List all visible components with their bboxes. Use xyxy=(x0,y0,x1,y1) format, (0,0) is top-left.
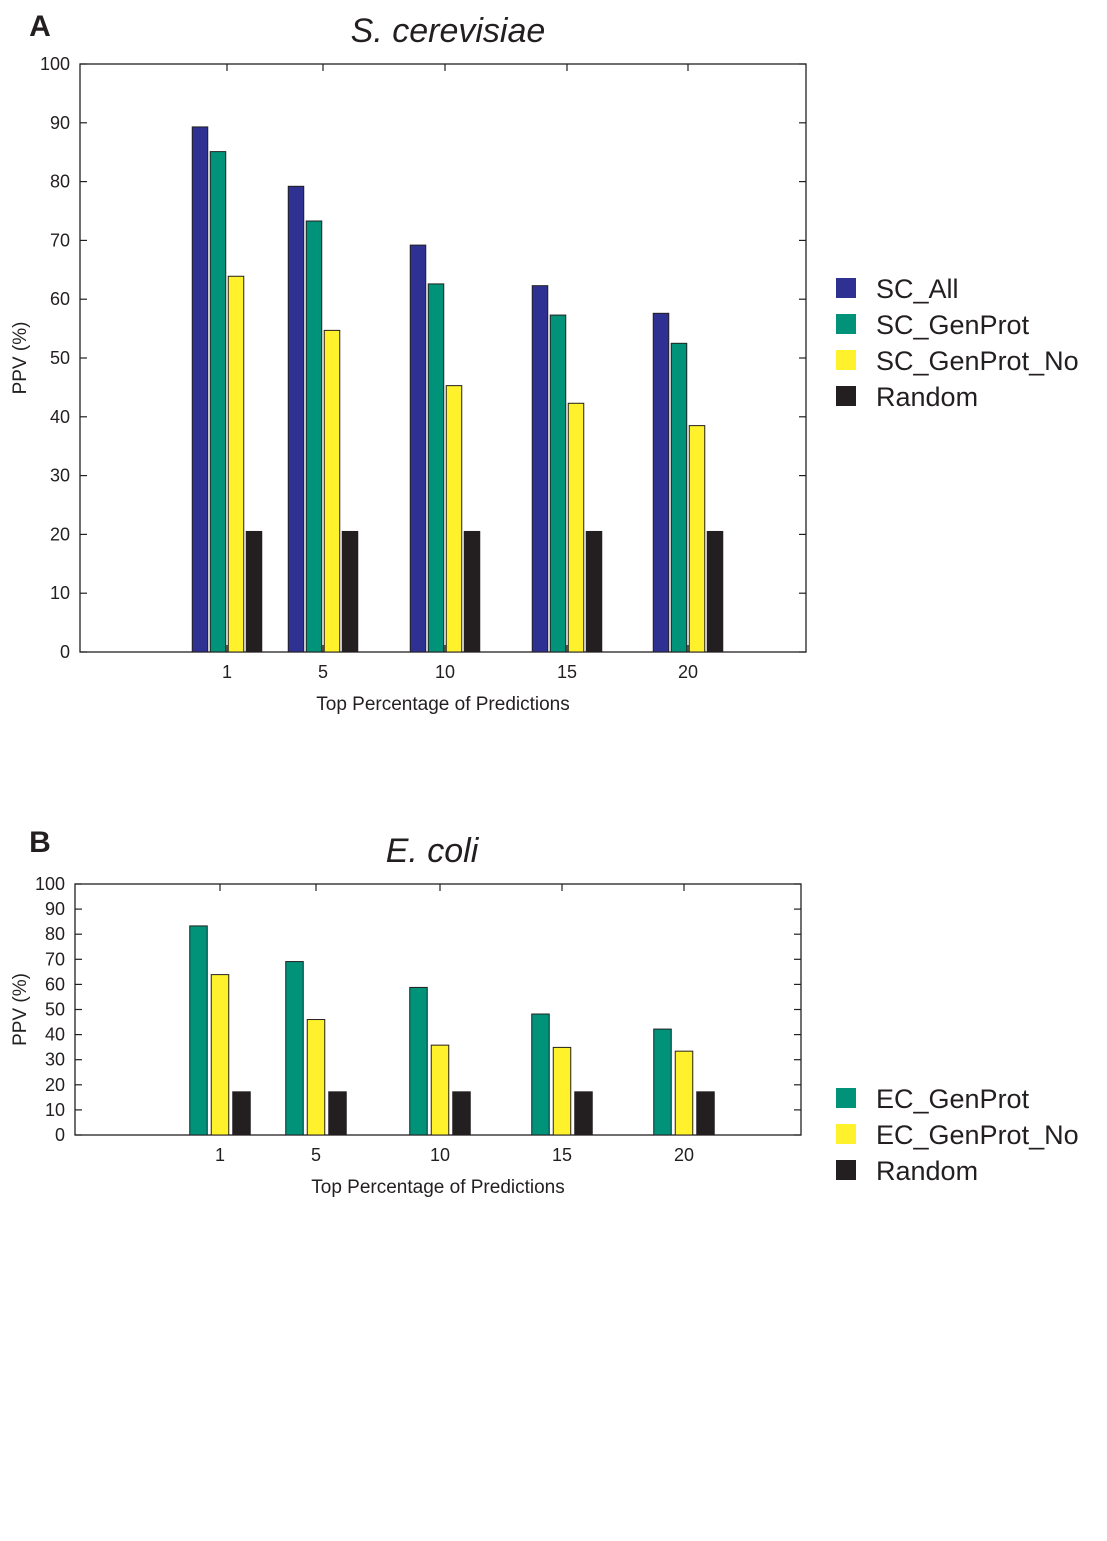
legend: SC_All SC_GenProt SC_GenProt_No Random xyxy=(836,274,1079,412)
bar-ec-genprot xyxy=(285,961,304,1136)
legend-swatch xyxy=(836,350,856,370)
bar-sc-genprot-no xyxy=(227,275,245,653)
y-tick-label: 20 xyxy=(45,1075,65,1095)
bar-sc-all xyxy=(287,185,305,653)
y-tick-label: 60 xyxy=(50,289,70,309)
legend-label: Random xyxy=(876,1156,978,1186)
bar-ec-genprot xyxy=(409,986,428,1136)
legend-label: EC_GenProt xyxy=(876,1084,1030,1114)
y-tick-label: 0 xyxy=(55,1125,65,1145)
y-tick-label: 100 xyxy=(35,874,65,894)
y-tick-label: 10 xyxy=(50,583,70,603)
y-tick-label: 30 xyxy=(45,1050,65,1070)
bar-random xyxy=(696,1091,715,1136)
bar-ec-genprot xyxy=(653,1028,672,1136)
bar-random xyxy=(452,1091,471,1136)
legend-label: SC_GenProt_No xyxy=(876,346,1079,376)
bar-sc-genprot xyxy=(549,314,567,653)
x-tick-label: 5 xyxy=(311,1145,321,1165)
y-tick-label: 70 xyxy=(45,949,65,969)
legend-swatch xyxy=(836,314,856,334)
y-axis-label: PPV (%) xyxy=(10,973,31,1046)
chart-title: S. cerevisiae xyxy=(351,12,546,50)
legend-label: SC_GenProt xyxy=(876,310,1030,340)
legend-swatch xyxy=(836,1124,856,1144)
y-tick-label: 40 xyxy=(50,407,70,427)
y-tick-label: 90 xyxy=(45,899,65,919)
y-axis-label: PPV (%) xyxy=(10,322,31,395)
bar-random xyxy=(328,1091,347,1136)
bar-sc-all xyxy=(531,285,549,653)
y-tick-label: 100 xyxy=(40,54,70,74)
x-tick-label: 20 xyxy=(674,1145,694,1165)
bar-sc-genprot xyxy=(209,151,227,653)
y-tick-label: 30 xyxy=(50,466,70,486)
x-tick-label: 20 xyxy=(678,662,698,682)
bar-sc-genprot-no xyxy=(567,402,585,653)
bar-ec-genprot xyxy=(531,1013,550,1136)
chart-panel-a: A S. cerevisiae 0 10 20 30 40 50 60 70 80 90 100 1 5 10… xyxy=(0,0,1107,760)
bar-sc-genprot-no xyxy=(688,425,706,653)
panel-letter: A xyxy=(29,10,51,43)
y-tick-label: 50 xyxy=(50,348,70,368)
x-tick-label: 15 xyxy=(557,662,577,682)
chart-title: E. coli xyxy=(386,832,480,870)
x-tick-label: 5 xyxy=(318,662,328,682)
bar-random xyxy=(245,530,263,653)
bar-ec-genprot-no xyxy=(306,1019,326,1136)
legend-label: Random xyxy=(876,382,978,412)
bar-ec-genprot-no xyxy=(210,974,230,1136)
y-tick-label: 90 xyxy=(50,113,70,133)
x-axis-label: Top Percentage of Predictions xyxy=(311,1177,565,1198)
bar-sc-genprot xyxy=(670,342,688,653)
panel-letter: B xyxy=(29,826,51,859)
legend-swatch xyxy=(836,386,856,406)
bar-sc-genprot-no xyxy=(445,385,463,653)
y-tick-label: 20 xyxy=(50,524,70,544)
legend-label: SC_All xyxy=(876,274,959,304)
bar-random xyxy=(574,1091,593,1136)
legend-label: EC_GenProt_No xyxy=(876,1120,1079,1150)
x-tick-label: 1 xyxy=(215,1145,225,1165)
legend-swatch xyxy=(836,1160,856,1180)
x-axis-label: Top Percentage of Predictions xyxy=(316,694,570,715)
bar-sc-all xyxy=(652,312,670,653)
bar-sc-genprot xyxy=(305,220,323,653)
bar-sc-all xyxy=(191,126,209,653)
legend-swatch xyxy=(836,278,856,298)
bar-sc-genprot-no xyxy=(323,329,341,653)
bar-ec-genprot-no xyxy=(430,1044,450,1136)
y-tick-label: 0 xyxy=(60,642,70,662)
y-tick-label: 50 xyxy=(45,1000,65,1020)
bar-ec-genprot xyxy=(189,925,208,1136)
y-tick-label: 80 xyxy=(45,924,65,944)
chart-panel-b: B E. coli 0 10 20 30 40 50 60 70 80 90 100 1 5 10 15 20 To… xyxy=(0,820,1107,1536)
x-tick-label: 10 xyxy=(430,1145,450,1165)
y-tick-label: 80 xyxy=(50,172,70,192)
y-tick-label: 70 xyxy=(50,230,70,250)
bar-random xyxy=(341,530,359,653)
legend-swatch xyxy=(836,1088,856,1108)
bar-random xyxy=(585,530,603,653)
y-tick-label: 60 xyxy=(45,974,65,994)
y-tick-label: 40 xyxy=(45,1025,65,1045)
y-tick-label: 10 xyxy=(45,1100,65,1120)
bar-random xyxy=(706,530,724,653)
bar-sc-genprot xyxy=(427,283,445,653)
bar-ec-genprot-no xyxy=(552,1046,572,1136)
x-tick-label: 15 xyxy=(552,1145,572,1165)
bar-ec-genprot-no xyxy=(674,1050,694,1136)
legend: EC_GenProt EC_GenProt_No Random xyxy=(836,1084,1079,1186)
x-tick-label: 10 xyxy=(435,662,455,682)
bar-random xyxy=(463,530,481,653)
x-tick-label: 1 xyxy=(222,662,232,682)
bar-sc-all xyxy=(409,244,427,653)
bar-random xyxy=(232,1091,251,1136)
